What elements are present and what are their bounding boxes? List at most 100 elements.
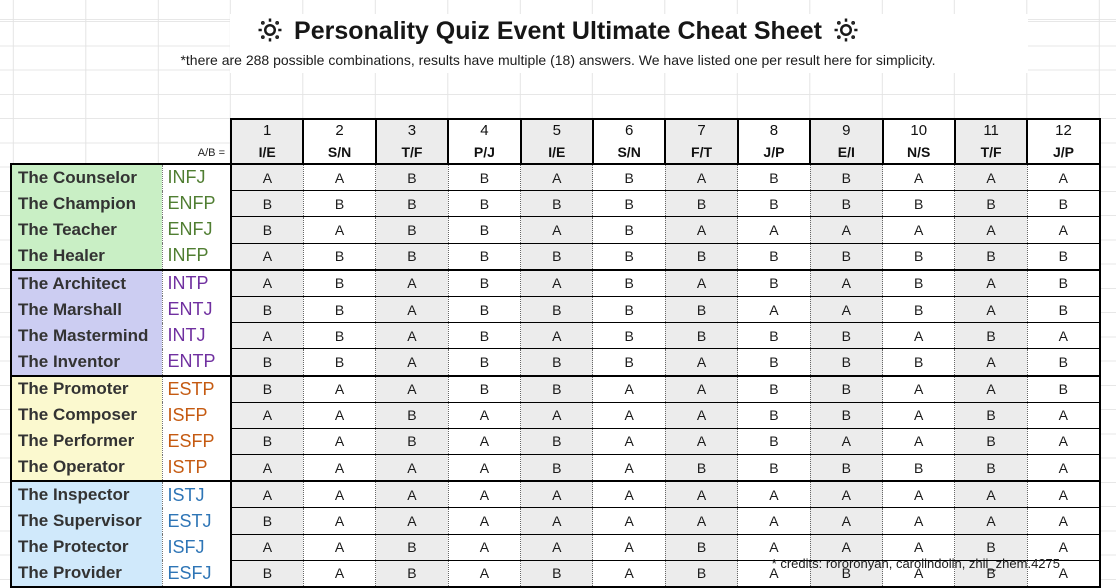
answer-cell[interactable]: A (809, 533, 883, 561)
question-pair-cell[interactable]: J/P (1026, 141, 1101, 165)
question-pair-cell[interactable]: T/F (374, 141, 450, 165)
answer-cell[interactable]: B (592, 242, 666, 270)
answer-cell[interactable]: B (375, 401, 449, 429)
answer-cell[interactable]: A (375, 480, 449, 508)
answer-cell[interactable]: A (592, 427, 666, 455)
answer-cell[interactable]: B (954, 242, 1028, 270)
answer-cell[interactable]: A (737, 507, 811, 535)
question-pair-cell[interactable]: I/E (519, 141, 594, 165)
answer-cell[interactable]: A (229, 454, 304, 482)
answer-cell[interactable]: A (520, 533, 593, 561)
question-pair-cell[interactable]: T/F (953, 141, 1029, 165)
answer-cell[interactable]: A (809, 269, 883, 297)
answer-cell[interactable]: A (520, 216, 593, 244)
answer-cell[interactable]: B (229, 507, 304, 535)
type-code-cell[interactable]: INTP (161, 269, 231, 297)
answer-cell[interactable]: B (229, 559, 304, 587)
question-number-cell[interactable]: 8 (736, 118, 812, 141)
answer-cell[interactable]: A (447, 533, 521, 561)
type-name-cell[interactable]: The Operator (11, 454, 162, 482)
answer-cell[interactable]: A (809, 427, 883, 455)
answer-cell[interactable]: B (520, 242, 593, 270)
answer-cell[interactable]: A (375, 454, 449, 482)
answer-cell[interactable]: B (1026, 375, 1100, 403)
type-code-cell[interactable]: ESTP (161, 375, 231, 403)
answer-cell[interactable]: B (954, 533, 1028, 561)
answer-cell[interactable]: A (375, 348, 449, 376)
answer-cell[interactable]: A (882, 480, 955, 508)
answer-cell[interactable]: B (737, 163, 811, 191)
answer-cell[interactable]: B (592, 269, 666, 297)
answer-cell[interactable]: A (302, 163, 376, 191)
answer-cell[interactable]: B (664, 190, 738, 217)
answer-cell[interactable]: B (664, 242, 738, 270)
answer-cell[interactable]: B (302, 348, 376, 376)
answer-cell[interactable]: A (302, 533, 376, 561)
question-pair-cell[interactable]: P/J (447, 141, 522, 165)
answer-cell[interactable]: B (592, 295, 666, 323)
answer-cell[interactable]: A (520, 322, 593, 349)
type-name-cell[interactable]: The Promoter (11, 375, 162, 403)
answer-cell[interactable]: A (520, 507, 593, 535)
answer-cell[interactable]: B (520, 295, 593, 323)
answer-cell[interactable]: B (882, 242, 955, 270)
question-pair-cell[interactable]: I/E (229, 141, 305, 165)
type-code-cell[interactable]: INFP (161, 243, 231, 270)
answer-cell[interactable]: B (737, 348, 811, 376)
type-code-cell[interactable]: ISTJ (161, 481, 231, 508)
type-name-cell[interactable]: The Teacher (11, 216, 162, 244)
answer-cell[interactable]: A (954, 480, 1028, 508)
answer-cell[interactable]: B (375, 216, 449, 244)
answer-cell[interactable]: A (375, 269, 449, 297)
answer-cell[interactable]: B (592, 163, 666, 191)
answer-cell[interactable]: A (954, 216, 1028, 244)
answer-cell[interactable]: B (664, 454, 738, 482)
answer-cell[interactable]: A (809, 507, 883, 535)
answer-cell[interactable]: B (302, 190, 376, 217)
answer-cell[interactable]: B (809, 454, 883, 482)
answer-cell[interactable]: A (1026, 427, 1100, 455)
answer-cell[interactable]: B (737, 242, 811, 270)
answer-cell[interactable]: A (809, 295, 883, 323)
answer-cell[interactable]: A (954, 507, 1028, 535)
answer-cell[interactable]: B (302, 322, 376, 349)
answer-cell[interactable]: B (447, 269, 521, 297)
question-number-cell[interactable]: 4 (447, 118, 522, 141)
answer-cell[interactable]: A (1026, 507, 1100, 535)
answer-cell[interactable]: B (664, 533, 738, 561)
answer-cell[interactable]: A (1026, 559, 1100, 587)
answer-cell[interactable]: A (882, 163, 955, 191)
answer-cell[interactable]: B (520, 427, 593, 455)
answer-cell[interactable]: A (1026, 216, 1100, 244)
type-code-cell[interactable]: ISFJ (161, 534, 231, 561)
answer-cell[interactable]: A (809, 480, 883, 508)
answer-cell[interactable]: A (592, 480, 666, 508)
answer-cell[interactable]: A (1026, 322, 1100, 349)
type-name-cell[interactable]: The Protector (11, 534, 162, 561)
answer-cell[interactable]: B (954, 401, 1028, 429)
answer-cell[interactable]: B (302, 295, 376, 323)
answer-cell[interactable]: B (520, 454, 593, 482)
type-name-cell[interactable]: The Counselor (11, 164, 162, 191)
answer-cell[interactable]: A (229, 401, 304, 429)
answer-cell[interactable]: A (302, 216, 376, 244)
answer-cell[interactable]: A (229, 322, 304, 349)
answer-cell[interactable]: A (737, 533, 811, 561)
answer-cell[interactable]: A (229, 480, 304, 508)
answer-cell[interactable]: A (664, 348, 738, 376)
answer-cell[interactable]: A (664, 375, 738, 403)
answer-cell[interactable]: A (1026, 454, 1100, 482)
question-number-cell[interactable]: 1 (229, 118, 305, 141)
answer-cell[interactable]: A (737, 480, 811, 508)
answer-cell[interactable]: B (954, 559, 1028, 587)
answer-cell[interactable]: A (664, 269, 738, 297)
answer-cell[interactable]: B (229, 190, 304, 217)
question-number-cell[interactable]: 10 (881, 118, 956, 141)
answer-cell[interactable]: A (737, 216, 811, 244)
answer-cell[interactable]: A (664, 480, 738, 508)
type-name-cell[interactable]: The Champion (11, 190, 162, 217)
answer-cell[interactable]: B (447, 322, 521, 349)
type-code-cell[interactable]: ESFJ (161, 560, 231, 587)
answer-cell[interactable]: B (229, 427, 304, 455)
answer-cell[interactable]: A (1026, 401, 1100, 429)
